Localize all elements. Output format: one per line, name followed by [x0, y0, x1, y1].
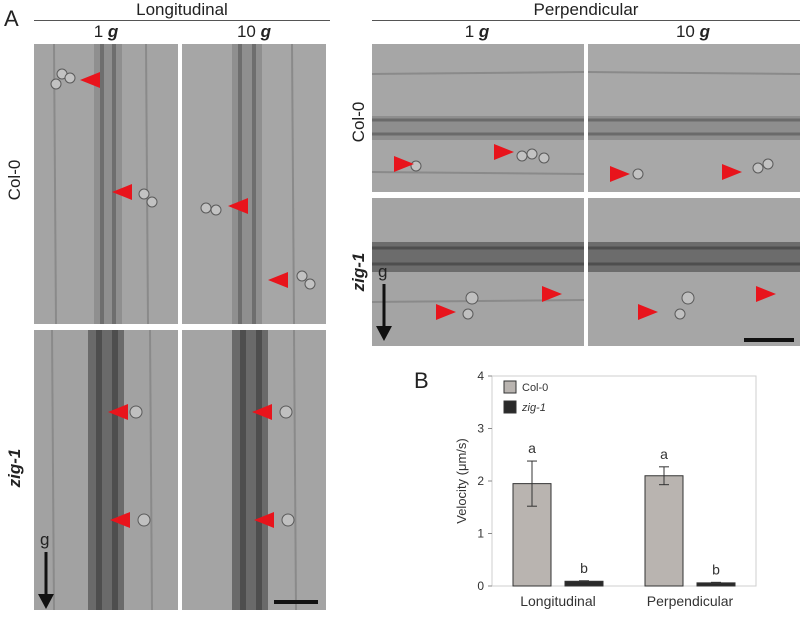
- gravity-label-left: g: [40, 530, 50, 549]
- micrograph-long-col0-1g: [34, 44, 178, 324]
- micrograph-long-col0-10g: [182, 44, 326, 324]
- perpendicular-title: Perpendicular: [533, 0, 639, 19]
- y-tick-label: 1: [477, 527, 484, 541]
- long-col-head-1g: 1 g: [93, 22, 119, 41]
- long-col-head-10g: 10 g: [236, 22, 272, 41]
- gravity-arrow-right-icon: [376, 284, 392, 341]
- row-label-zig1-right: zig-1: [349, 252, 368, 292]
- micrograph-long-zig1-1g: [34, 330, 178, 610]
- significance-letter: b: [712, 561, 720, 577]
- micrograph-perp-zig1-10g: [588, 198, 800, 346]
- perp-col-head-1g: 1 g: [464, 22, 490, 41]
- row-label-zig1-left: zig-1: [5, 448, 24, 488]
- micrograph-perp-col0-10g: [588, 44, 800, 192]
- y-tick-label: 0: [477, 579, 484, 593]
- significance-letter: a: [528, 440, 536, 456]
- y-axis-label: Velocity (μm/s): [454, 438, 469, 524]
- legend-swatch: [503, 400, 517, 414]
- panel-b-letter: B: [414, 368, 429, 393]
- legend-label: Col-0: [522, 382, 548, 394]
- micrograph-perp-col0-1g: [372, 44, 584, 192]
- y-tick-label: 4: [477, 369, 484, 383]
- scale-bar-right: [744, 338, 794, 342]
- velocity-chart-svg: 0 1 2 3 4 Velocity (μm/s) a b Longitudinal a b Perp…: [454, 369, 757, 609]
- x-category-label: Perpendicular: [647, 593, 734, 609]
- y-tick-label: 2: [477, 474, 484, 488]
- longitudinal-title: Longitudinal: [136, 0, 228, 19]
- gravity-arrow-left-icon: [38, 552, 54, 609]
- micrograph-long-zig1-10g: [182, 330, 326, 610]
- micrograph-perp-zig1-1g: [372, 198, 584, 346]
- gravity-label-right: g: [378, 262, 388, 281]
- significance-letter: a: [660, 446, 668, 462]
- velocity-chart: 0 1 2 3 4 Velocity (μm/s) a b Longitudinal a b Perp…: [440, 364, 800, 613]
- significance-letter: b: [580, 560, 588, 576]
- bar-col-0-perpendicular: [644, 475, 684, 587]
- y-tick-label: 3: [477, 422, 484, 436]
- x-category-label: Longitudinal: [520, 593, 596, 609]
- row-label-col0-right: Col-0: [349, 101, 368, 143]
- scale-bar-left: [274, 600, 318, 604]
- longitudinal-rule: [34, 20, 330, 21]
- legend-swatch: [503, 380, 517, 394]
- perpendicular-rule: [372, 20, 800, 21]
- legend-label: zig-1: [521, 402, 546, 414]
- perp-col-head-10g: 10 g: [675, 22, 711, 41]
- panel-a-letter: A: [4, 6, 19, 31]
- row-label-col0-left: Col-0: [5, 159, 24, 201]
